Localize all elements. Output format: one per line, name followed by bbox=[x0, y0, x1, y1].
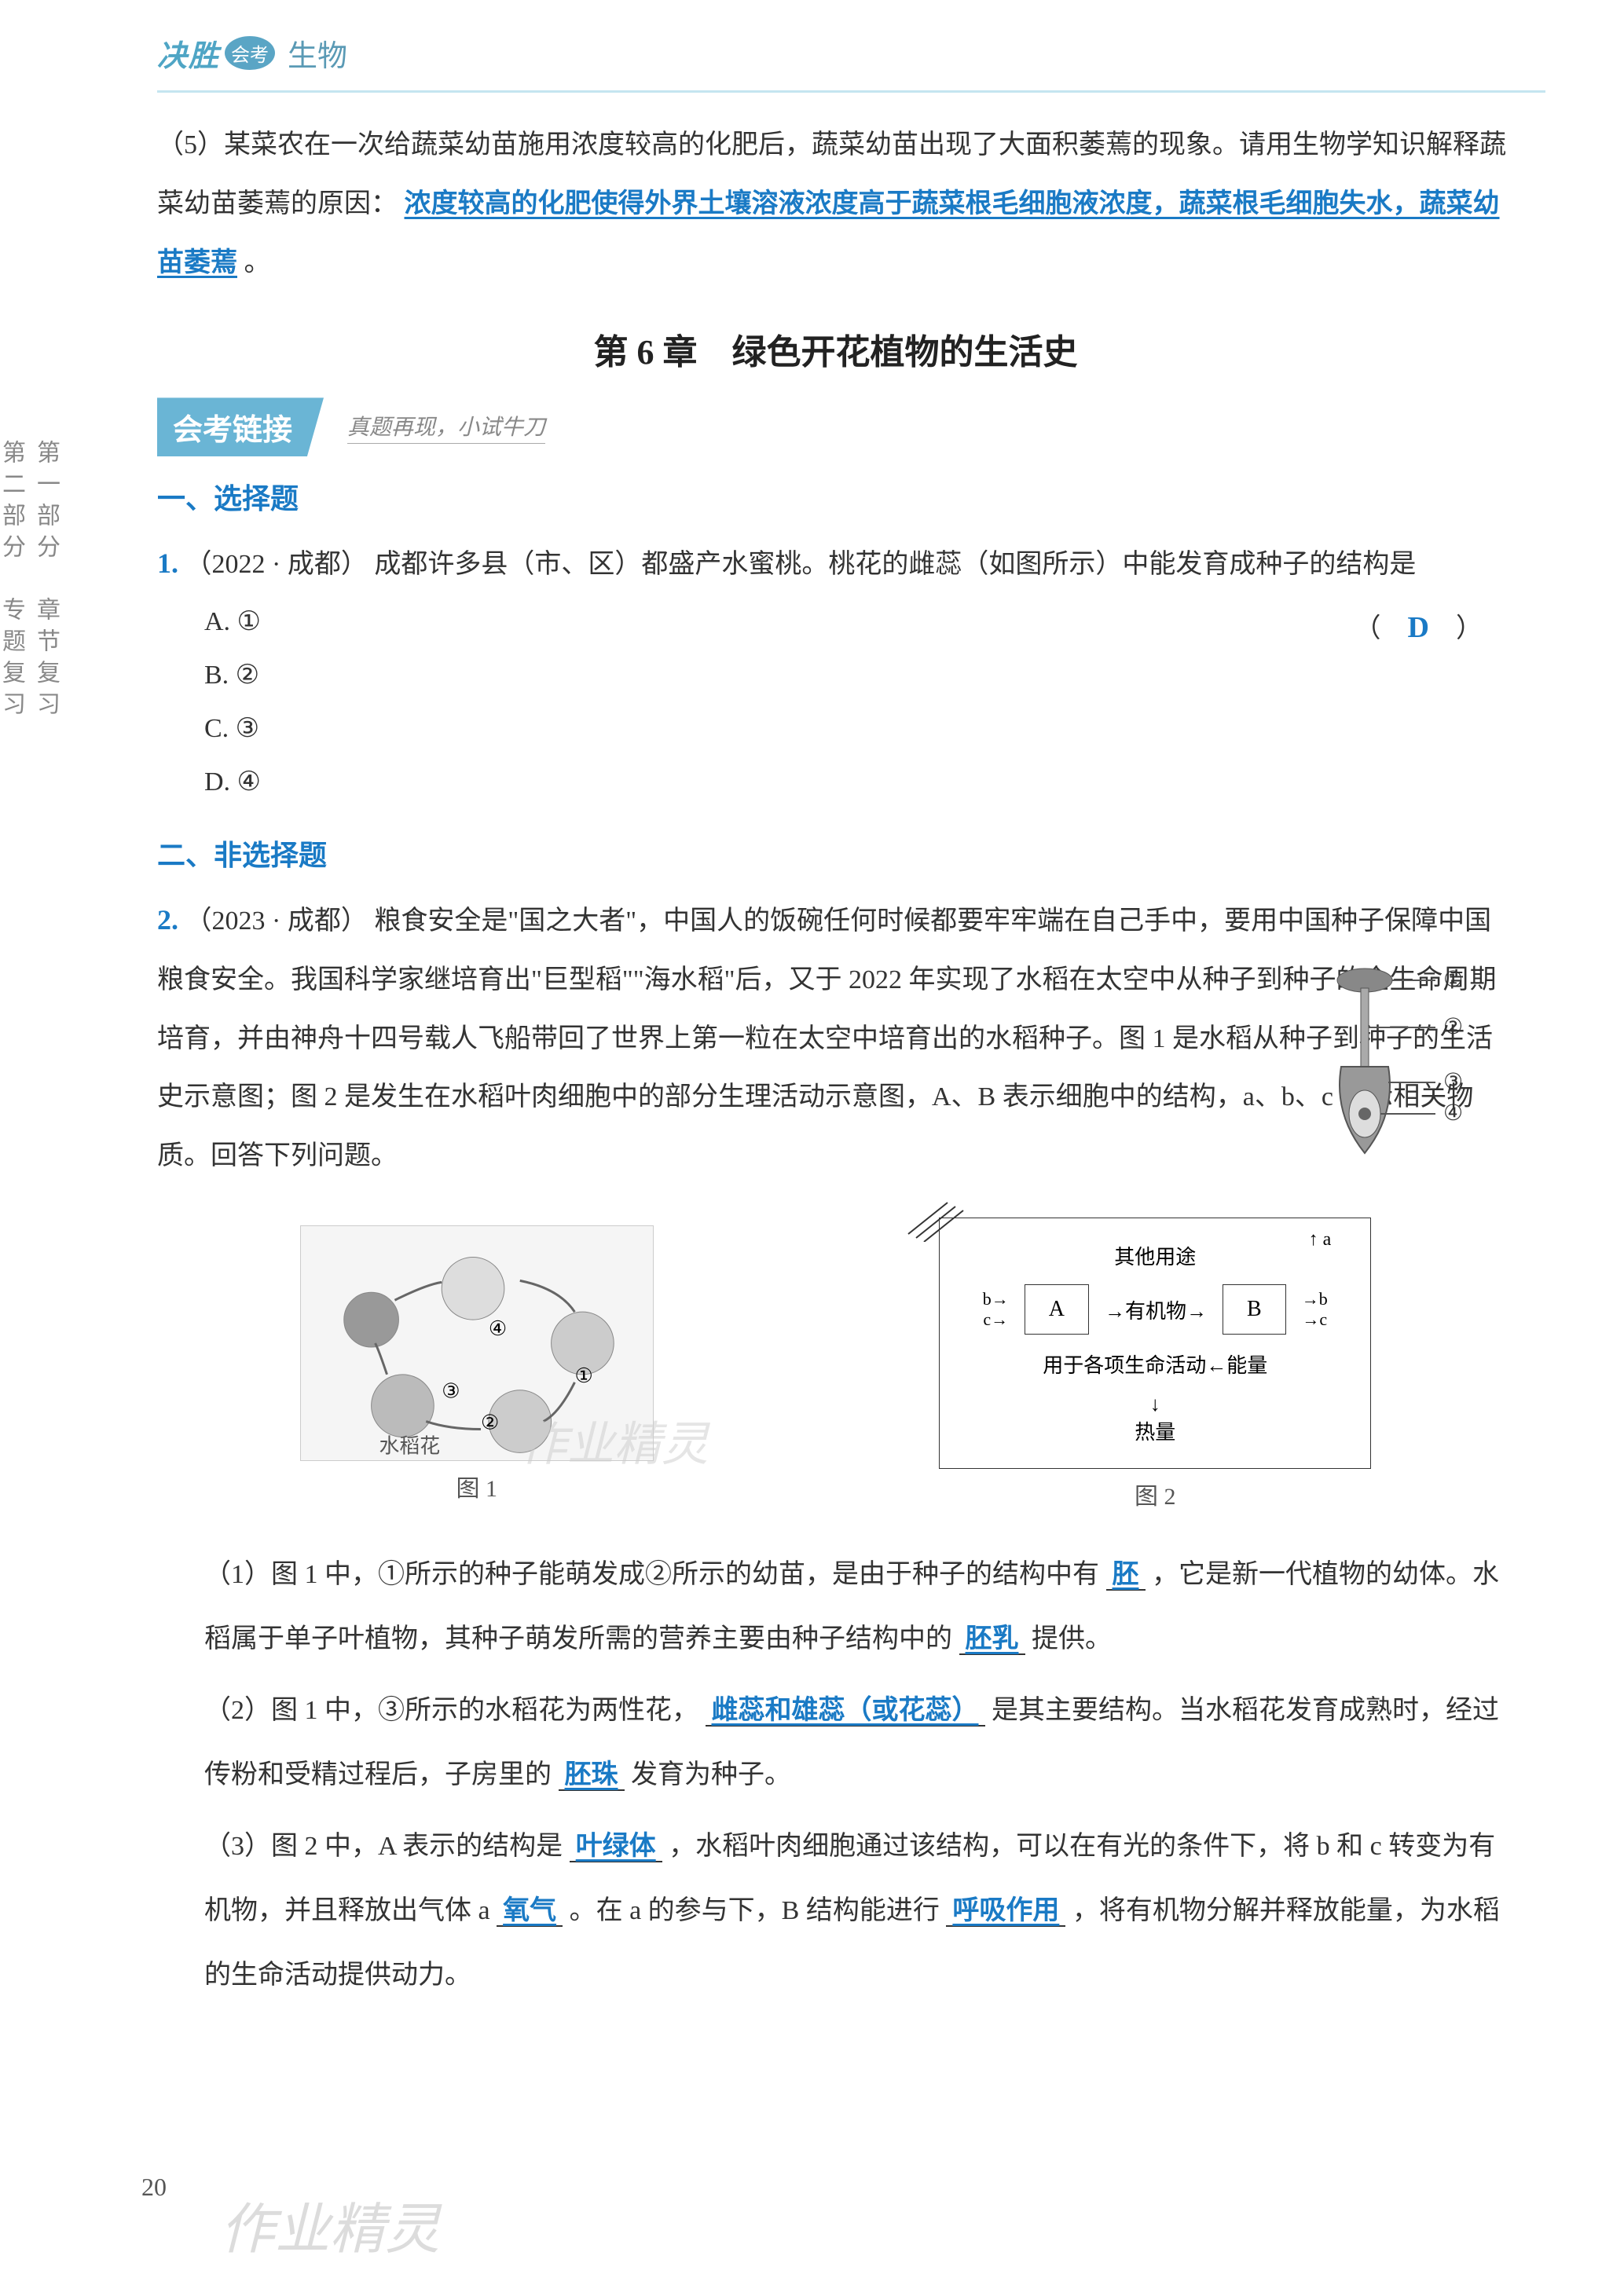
figure-1-diagram: ① ② ③ ④ 水稻花 bbox=[300, 1225, 654, 1461]
svg-text:①: ① bbox=[574, 1364, 592, 1387]
chapter-title: 第 6 章 绿色开花植物的生活史 bbox=[157, 324, 1514, 374]
q1-answer-bracket: （ D ） bbox=[1355, 595, 1483, 661]
fig2-organic: →有机物→ bbox=[1105, 1295, 1207, 1324]
pistil-label-3: ③ bbox=[1443, 1070, 1463, 1094]
q2-sub2-suffix: 发育为种子。 bbox=[631, 1760, 791, 1789]
watermark-bottom: 作业精灵 bbox=[220, 2185, 440, 2265]
sidebar-part2: 第二部分 专题复习 bbox=[0, 440, 28, 723]
q5-suffix: 。 bbox=[244, 248, 271, 277]
q2-sub1-suffix: 提供。 bbox=[1032, 1624, 1112, 1653]
q2-sub3-prefix: （3）图 2 中，A 表示的结构是 bbox=[204, 1832, 563, 1861]
q1-answer-letter: D bbox=[1408, 611, 1429, 644]
q2-sub3-ans1: 叶绿体 bbox=[570, 1832, 662, 1862]
q2-sub3-mid2: 。在 a 的参与下，B 结构能进行 bbox=[570, 1896, 940, 1925]
figure-2-diagram: ↑ a 其他用途 b→c→ A →有机物→ B →b→c 用于各项生命活动←能量… bbox=[939, 1218, 1371, 1469]
pistil-svg: ① ② ③ ④ bbox=[1294, 957, 1467, 1177]
q1-options: A. ① B. ② C. ③ D. ④ bbox=[204, 595, 1514, 809]
q2-sub1: （1）图 1 中，①所示的种子能萌发成②所示的幼苗，是由于种子的结构中有 胚 ，… bbox=[204, 1543, 1514, 1671]
fig2-box-b: B bbox=[1223, 1284, 1286, 1335]
figure-2: ↑ a 其他用途 b→c→ A →有机物→ B →b→c 用于各项生命活动←能量… bbox=[939, 1218, 1371, 1511]
logo-text: 决胜 bbox=[157, 31, 220, 75]
figure-1: ① ② ③ ④ 水稻花 bbox=[300, 1225, 654, 1503]
q1-option-a: A. ① bbox=[204, 595, 1514, 649]
fig2-other-use: 其他用途 bbox=[1114, 1246, 1196, 1269]
fig2-life: 用于各项生命活动←能量 bbox=[955, 1349, 1355, 1379]
q1-source: （2022 · 成都） bbox=[185, 550, 368, 579]
q2-sub1-ans2: 胚乳 bbox=[959, 1624, 1025, 1655]
page-number: 20 bbox=[141, 2173, 167, 2202]
q2-sub2-prefix: （2）图 1 中，③所示的水稻花为两性花， bbox=[204, 1696, 698, 1725]
q1-option-c: C. ③ bbox=[204, 702, 1514, 756]
q1-number: 1. bbox=[157, 547, 178, 579]
question-5: （5）某菜农在一次给蔬菜幼苗施用浓度较高的化肥后，蔬菜幼苗出现了大面积萎蔫的现象… bbox=[157, 116, 1514, 292]
svg-text:②: ② bbox=[481, 1411, 499, 1434]
pistil-label-2: ② bbox=[1443, 1015, 1463, 1039]
question-1: 1. （2022 · 成都） 成都许多县（市、区）都盛产水蜜桃。桃花的雌蕊（如图… bbox=[157, 533, 1514, 808]
pistil-label-4: ④ bbox=[1443, 1101, 1463, 1126]
main-content: （5）某菜农在一次给蔬菜幼苗施用浓度较高的化肥后，蔬菜幼苗出现了大面积萎蔫的现象… bbox=[157, 116, 1514, 2007]
q1-option-b: B. ② bbox=[204, 649, 1514, 702]
q2-number: 2. bbox=[157, 904, 178, 936]
exam-link-banner: 会考链接 真题再现，小试牛刀 bbox=[157, 397, 1514, 456]
svg-text:③: ③ bbox=[442, 1380, 460, 1403]
header-divider bbox=[157, 90, 1545, 93]
q2-sub2: （2）图 1 中，③所示的水稻花为两性花， 雌蕊和雄蕊（或花蕊） 是其主要结构。… bbox=[204, 1679, 1514, 1807]
figure-1-label: 图 1 bbox=[300, 1469, 654, 1503]
q2-source: （2023 · 成都） bbox=[185, 906, 368, 936]
q2-sub3-ans2: 氧气 bbox=[497, 1896, 563, 1927]
sidebar-part1: 第一部分 章节复习 bbox=[28, 440, 63, 723]
fig2-heat: 热量 bbox=[1135, 1421, 1175, 1444]
figure-2-label: 图 2 bbox=[939, 1477, 1371, 1511]
q2-sub1-ans1: 胚 bbox=[1106, 1560, 1146, 1591]
exam-link-box: 会考链接 bbox=[157, 397, 324, 456]
q2-sub2-ans2: 胚珠 bbox=[559, 1760, 625, 1791]
header-subject: 生物 bbox=[288, 31, 347, 75]
q2-sub3: （3）图 2 中，A 表示的结构是 叶绿体 ，水稻叶肉细胞通过该结构，可以在有光… bbox=[204, 1814, 1514, 2007]
exam-link-subtitle: 真题再现，小试牛刀 bbox=[347, 410, 545, 444]
sidebar-nav: 第一部分 章节复习 第二部分 专题复习 bbox=[24, 440, 63, 785]
svg-text:水稻花: 水稻花 bbox=[379, 1434, 440, 1457]
pistil-diagram: ① ② ③ ④ bbox=[1294, 957, 1467, 1177]
fig2-box-a: A bbox=[1025, 1284, 1089, 1335]
pistil-label-1: ① bbox=[1443, 968, 1463, 992]
q1-text: 成都许多县（市、区）都盛产水蜜桃。桃花的雌蕊（如图所示）中能发育成种子的结构是 bbox=[374, 550, 1416, 579]
section-2-label: 二、非选择题 bbox=[157, 833, 1514, 873]
header-badge: 会考 bbox=[225, 36, 275, 70]
section-1-label: 一、选择题 bbox=[157, 476, 1514, 517]
q2-sub1-prefix: （1）图 1 中，①所示的种子能萌发成②所示的幼苗，是由于种子的结构中有 bbox=[204, 1560, 1099, 1589]
figures-container: ① ② ③ ④ 水稻花 bbox=[157, 1218, 1514, 1511]
svg-text:④: ④ bbox=[489, 1317, 507, 1340]
q1-option-d: D. ④ bbox=[204, 756, 1514, 809]
q2-sub3-ans3: 呼吸作用 bbox=[946, 1896, 1065, 1927]
page-header: 决胜 会考 生物 bbox=[157, 31, 1545, 75]
q2-sub2-ans1: 雌蕊和雄蕊（或花蕊） bbox=[706, 1696, 985, 1727]
